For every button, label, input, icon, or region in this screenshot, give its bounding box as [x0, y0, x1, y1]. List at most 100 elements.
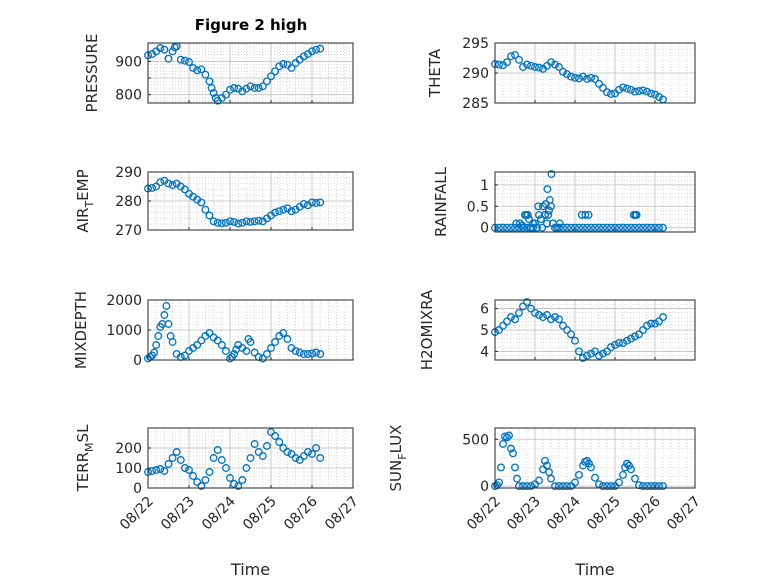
data-point-rainfall — [632, 210, 641, 219]
data-point-rainfall — [526, 223, 535, 232]
data-point-terr-msl — [221, 464, 230, 472]
data-point-h2omixra — [603, 347, 611, 356]
data-point-air-temp — [152, 182, 161, 191]
data-point-sun-flux — [507, 444, 515, 453]
data-point-pressure — [201, 70, 210, 79]
data-point-air-temp — [201, 205, 210, 214]
data-point-h2omixra — [547, 315, 555, 324]
data-point-h2omixra — [495, 326, 503, 334]
data-point-pressure — [189, 64, 198, 72]
data-point-h2omixra — [551, 313, 559, 322]
y-axis-label-main: SUN — [387, 460, 405, 492]
data-point-terr-msl — [283, 448, 292, 456]
data-point-terr-msl — [299, 452, 308, 460]
data-point-terr-msl — [279, 444, 288, 452]
data-point-rainfall — [495, 223, 503, 232]
data-point-terr-msl — [312, 444, 321, 452]
axes-frame — [494, 171, 696, 233]
data-point-sun-flux — [495, 478, 503, 487]
data-point-terr-msl — [242, 464, 251, 472]
data-point-h2omixra — [643, 321, 651, 330]
data-point-terr-msl — [185, 466, 193, 474]
y-tick-label: 800 — [115, 88, 142, 104]
data-point-rainfall — [518, 221, 527, 230]
data-point-theta — [559, 67, 567, 76]
data-point-air-temp — [230, 217, 239, 226]
data-point-terr-msl — [254, 448, 263, 456]
data-point-h2omixra — [587, 349, 595, 358]
data-point-pressure — [258, 82, 267, 91]
axes-frame — [494, 427, 696, 489]
data-point-theta — [587, 73, 595, 82]
data-point-rainfall — [511, 223, 519, 232]
data-point-theta — [579, 72, 587, 81]
data-point-pressure — [180, 56, 189, 65]
data-point-rainfall — [635, 223, 643, 232]
data-point-terr-msl — [287, 450, 296, 458]
y-axis-label: PRESSURE — [83, 34, 101, 113]
data-point-theta — [535, 63, 543, 72]
x-axis-label: Time — [230, 560, 270, 579]
data-point-theta — [619, 83, 627, 92]
data-point-h2omixra — [555, 315, 563, 324]
data-point-air-temp — [299, 199, 308, 208]
y-tick-label: 0 — [480, 479, 489, 495]
data-point-theta — [643, 87, 651, 96]
y-axis-label-subscript: T — [83, 201, 96, 209]
data-point-terr-msl — [267, 428, 275, 436]
data-point-theta — [563, 70, 571, 79]
y-axis-label: MIXDEPTH — [72, 291, 90, 369]
data-point-air-temp — [221, 218, 230, 227]
data-point-sun-flux — [659, 482, 667, 491]
subplot-h2omixra: 4 5 6 H2OMIXRA — [418, 289, 696, 370]
y-tick-label: 280 — [115, 194, 142, 210]
data-point-mixdepth — [283, 335, 292, 343]
data-point-rainfall — [523, 210, 532, 219]
data-point-pressure — [254, 84, 263, 92]
data-point-rainfall — [541, 210, 549, 219]
data-point-sun-flux — [571, 478, 579, 487]
data-point-theta — [623, 84, 631, 93]
data-point-theta — [503, 58, 511, 67]
data-point-theta — [511, 51, 519, 59]
data-point-pressure — [185, 58, 193, 66]
data-point-sun-flux — [575, 470, 583, 479]
data-point-terr-msl — [197, 482, 206, 490]
data-point-rainfall — [659, 223, 667, 232]
data-point-terr-msl — [193, 478, 202, 486]
data-point-rainfall — [543, 185, 552, 194]
data-point-pressure — [262, 77, 271, 86]
data-point-rainfall — [591, 223, 599, 232]
data-point-sun-flux — [591, 473, 599, 482]
data-point-rainfall — [615, 223, 623, 232]
data-point-h2omixra — [647, 319, 655, 328]
data-point-theta — [551, 60, 559, 69]
data-point-rainfall — [651, 223, 659, 232]
data-point-pressure — [267, 72, 275, 81]
data-point-sun-flux — [523, 482, 531, 491]
data-point-terr-msl — [217, 456, 226, 464]
data-point-mixdepth — [152, 341, 161, 349]
data-point-mixdepth — [164, 320, 173, 328]
data-point-pressure — [193, 66, 202, 75]
data-point-theta — [555, 63, 563, 71]
data-point-air-temp — [156, 178, 165, 187]
data-point-mixdepth — [303, 350, 312, 358]
y-tick-label: 1000 — [106, 323, 142, 339]
data-point-sun-flux — [551, 482, 559, 491]
data-point-h2omixra — [499, 321, 507, 330]
data-point-h2omixra — [503, 317, 511, 326]
data-point-terr-msl — [176, 456, 185, 464]
data-point-air-temp — [316, 198, 325, 207]
data-point-pressure — [230, 84, 239, 92]
data-point-h2omixra — [579, 353, 587, 362]
y-axis-label: THETA — [426, 48, 444, 98]
y-tick-label: 285 — [462, 96, 489, 112]
data-point-sun-flux — [519, 482, 527, 491]
data-point-h2omixra — [543, 311, 551, 319]
data-point-terr-msl — [152, 466, 161, 474]
data-point-air-temp — [197, 198, 206, 207]
data-point-h2omixra — [527, 304, 535, 313]
data-point-air-temp — [312, 199, 321, 207]
data-point-theta — [651, 90, 659, 99]
